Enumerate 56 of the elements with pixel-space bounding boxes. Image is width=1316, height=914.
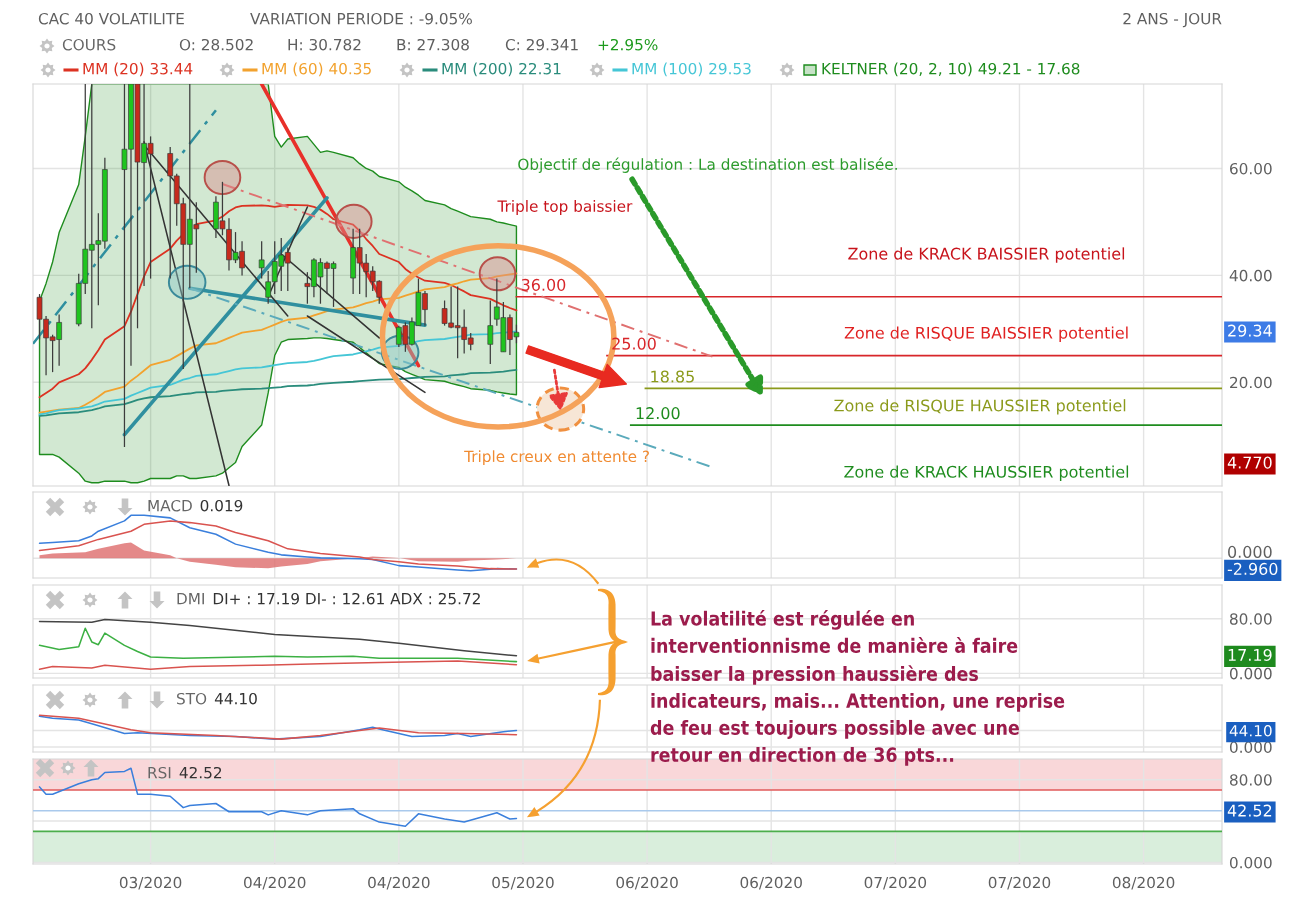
annotation: Zone de RISQUE BAISSIER potentiel: [844, 326, 1128, 342]
y-tick-label: 0.000: [1229, 741, 1272, 753]
legend-label: MM (100) 29.53: [632, 62, 751, 77]
y-tick-label: 44.10: [1229, 724, 1272, 737]
y-tick-label: 20.00: [1230, 376, 1272, 389]
x-tick-label: 08/2020: [1112, 876, 1175, 890]
legend-label: MM (60) 40.35: [262, 62, 371, 77]
chart-title: DMI: [177, 593, 204, 605]
x-tick-label: 04/2020: [243, 876, 306, 890]
x-tick-label: 05/2020: [492, 876, 554, 890]
y-tick-label: 40.00: [1229, 269, 1272, 282]
text: B: 27.308: [397, 38, 469, 51]
x-tick-label: 06/2020: [740, 876, 802, 890]
ref-line-label: 12.00: [636, 407, 680, 420]
text: O: 28.502: [179, 38, 253, 51]
y-tick-label: 60.00: [1230, 162, 1272, 175]
annotation: Zone de KRACK BAISSIER potentiel: [848, 247, 1125, 263]
ref-line-label: 18.85: [651, 370, 694, 383]
legend-label: MM (200) 22.31: [442, 62, 561, 77]
text: H: 30.782: [288, 38, 361, 51]
text: +2.95%: [598, 38, 658, 51]
text: 42.52: [1227, 804, 1272, 817]
x-tick-label: 07/2020: [864, 876, 927, 890]
chart-title: CAC 40 VOLATILITE: [38, 12, 184, 25]
chart-title: RSI: [148, 766, 171, 779]
ref-line-label: 36.00: [521, 278, 566, 291]
y-tick-label: 0.000: [1229, 856, 1272, 869]
x-tick-label: 06/2020: [616, 876, 678, 890]
annotation: La volatilité est régulée en interventionnisme de manière à faire baisser la pression haussière des indicateurs, mais... Attention, une reprise de feu est toujours possible avec une retour en direction de 36 pts...: [650, 610, 1065, 766]
text: 29.34: [1228, 324, 1272, 337]
text: 2 ANS - JOUR: [1123, 12, 1222, 28]
annotation: Zone de KRACK HAUSSIER potentiel: [844, 465, 1129, 481]
x-tick-label: 07/2020: [988, 876, 1051, 890]
annotation: Triple creux en attente ?: [464, 450, 649, 466]
chart-subtitle: VARIATION PERIODE : -9.05%: [250, 12, 472, 25]
legend-label: KELTNER (20, 2, 10) 49.21 - 17.68: [822, 62, 1080, 77]
y-tick-label: 0.000: [1229, 667, 1272, 680]
chart-title: MACD: [148, 499, 192, 512]
y-tick-label: 80.00: [1229, 613, 1272, 625]
text: 0.019: [200, 499, 243, 512]
annotation: 44.10: [214, 692, 257, 705]
annotation: DI+ : 17.19 DI- : 12.61 ADX : 25.72: [213, 592, 480, 605]
annotation: Triple top baissier: [497, 200, 633, 215]
chart-title: STO: [177, 692, 207, 705]
annotation: 42.52: [179, 766, 222, 779]
annotation: Objectif de régulation : La destination est balisée.: [518, 157, 897, 173]
text: -2.960: [1227, 562, 1278, 575]
text: COURS: [62, 38, 116, 51]
text: 4.770: [1227, 456, 1272, 469]
x-tick-label: 04/2020: [368, 876, 430, 890]
y-tick-label: 80.00: [1229, 774, 1272, 786]
text: C: 29.341: [505, 38, 578, 51]
x-tick-label: 03/2020: [119, 876, 182, 890]
legend-label: MM (20) 33.44: [83, 62, 193, 77]
annotation: Zone de RISQUE HAUSSIER potentiel: [834, 399, 1126, 415]
text: 17.19: [1228, 648, 1272, 661]
